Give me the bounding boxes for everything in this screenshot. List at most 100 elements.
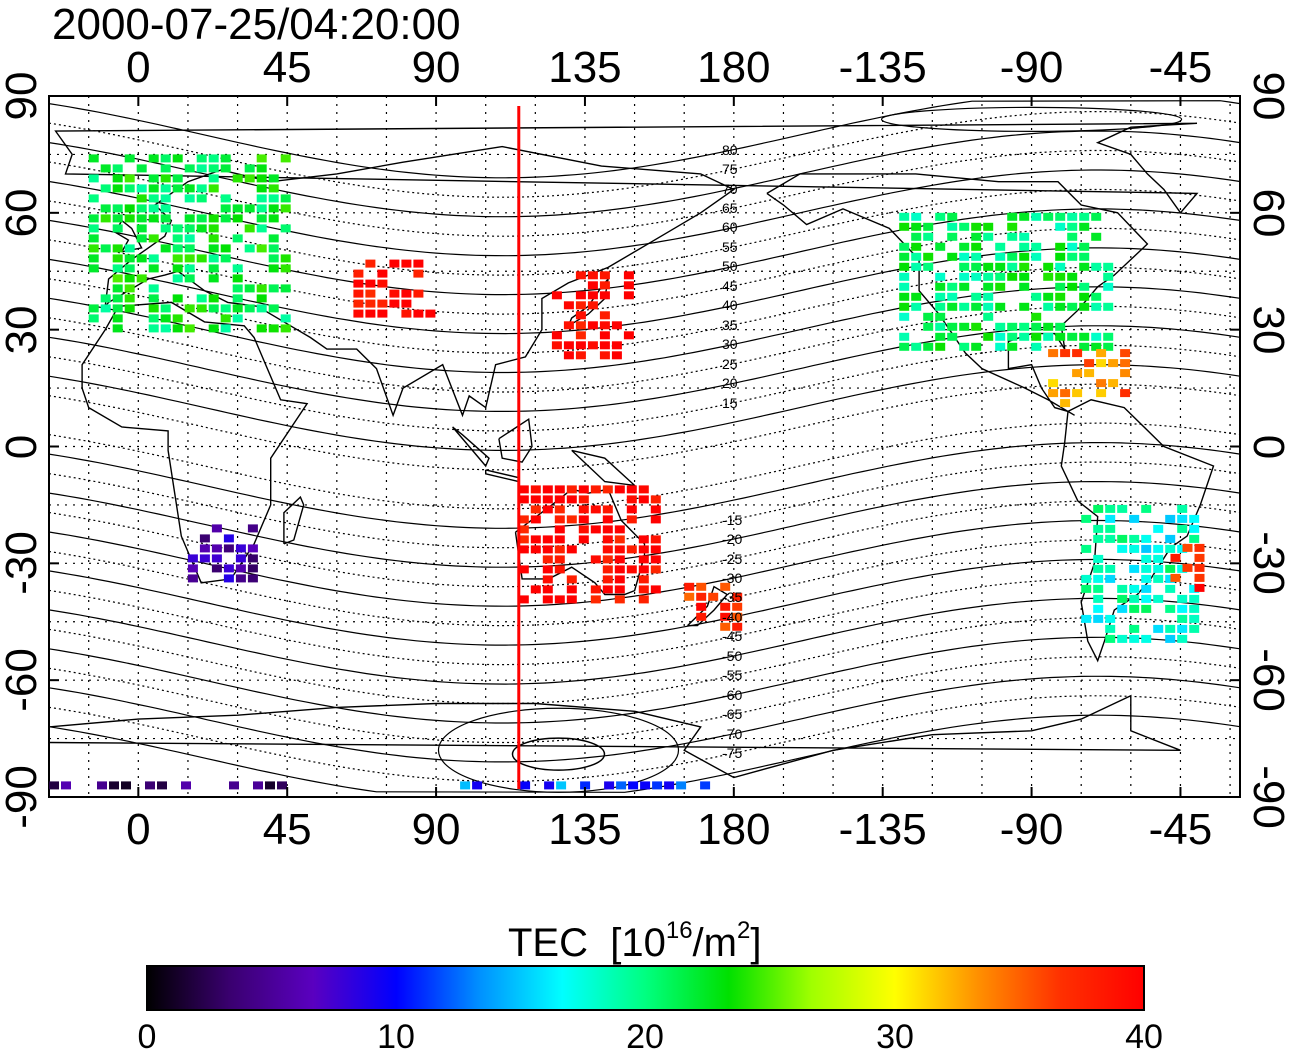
tec-cell	[1031, 212, 1042, 221]
tec-cell	[1108, 379, 1119, 388]
tec-cell	[626, 485, 637, 494]
contour-label: 75	[722, 161, 738, 178]
tec-cell	[575, 351, 586, 360]
tec-cell	[696, 582, 707, 591]
tec-cell	[959, 252, 970, 261]
magnetic-contour	[48, 227, 1241, 315]
tec-cell	[124, 294, 135, 303]
tec-cell	[112, 164, 123, 173]
tec-cell	[614, 485, 625, 494]
tec-cell	[995, 252, 1006, 261]
tec-cell	[1096, 379, 1107, 388]
tec-cell	[148, 154, 159, 163]
tec-cell	[1177, 604, 1188, 613]
tec-cell	[1103, 272, 1114, 281]
magnetic-pole-south	[511, 737, 606, 771]
tec-cell	[136, 204, 147, 213]
contour-label: 35	[722, 316, 738, 333]
tec-cell	[208, 224, 219, 233]
tec-cell	[554, 515, 565, 524]
tec-cell	[971, 342, 982, 351]
tec-cell	[563, 351, 574, 360]
tec-cell	[1091, 292, 1102, 301]
tec-cell	[599, 331, 610, 340]
contour-label: -55	[722, 667, 743, 684]
tec-cell	[566, 585, 577, 594]
x-tick-bottom-label: 180	[697, 805, 771, 854]
tec-cell	[1060, 399, 1071, 408]
tec-cell	[650, 565, 661, 574]
magnetic-contour-south	[437, 707, 680, 793]
tec-cell	[268, 264, 279, 273]
tec-cell	[638, 595, 649, 604]
tec-cell	[1129, 634, 1140, 643]
tec-cell	[232, 174, 243, 183]
tec-cell	[638, 495, 649, 504]
coastline	[498, 417, 533, 463]
tec-cell	[256, 324, 267, 333]
tec-cell	[638, 555, 649, 564]
tec-cell	[235, 574, 246, 583]
tec-cell	[136, 274, 147, 283]
tec-cell	[124, 254, 135, 263]
tec-cell	[1007, 332, 1018, 341]
tec-cell	[160, 214, 171, 223]
tec-cell	[124, 204, 135, 213]
tec-cell	[268, 234, 279, 243]
magnetic-contour	[48, 539, 1241, 627]
x-tick-top-label: 135	[548, 43, 622, 92]
tec-cell	[590, 485, 601, 494]
magnetic-contour	[48, 364, 1241, 451]
tec-cell	[223, 534, 234, 543]
tec-cell	[578, 515, 589, 524]
tec-cell	[1093, 504, 1104, 513]
contour-label: 60	[722, 219, 738, 236]
tec-cell	[256, 174, 267, 183]
tec-cell	[590, 595, 601, 604]
tec-cell	[1060, 389, 1071, 398]
tec-cell	[136, 254, 147, 263]
tec-cell	[1019, 322, 1030, 331]
tec-cell	[157, 781, 167, 790]
magnetic-contour	[48, 656, 1241, 744]
tec-cell	[232, 234, 243, 243]
tec-cell	[199, 534, 210, 543]
map-title: 2000-07-25/04:20:00	[52, 0, 461, 49]
tec-cell	[136, 194, 147, 203]
tec-cell	[256, 194, 267, 203]
tec-cell	[720, 582, 731, 591]
tec-cell	[575, 321, 586, 330]
tec-cell	[181, 781, 191, 790]
tec-cell	[947, 322, 958, 331]
tec-cell	[1153, 524, 1164, 533]
tec-cell	[1105, 534, 1116, 543]
tec-cell	[112, 214, 123, 223]
tec-cell	[650, 545, 661, 554]
x-tick-bottom-label: 45	[262, 805, 312, 854]
tec-cell	[1007, 222, 1018, 231]
tec-cell	[1067, 332, 1078, 341]
tec-cell	[353, 309, 364, 318]
tec-cell	[1055, 262, 1066, 271]
tec-cell	[611, 341, 622, 350]
tec-cell	[401, 309, 412, 318]
tec-cell	[1093, 584, 1104, 593]
tec-cell	[184, 184, 195, 193]
tec-cell	[220, 254, 231, 263]
tec-cell	[196, 194, 207, 203]
colorbar-label-exp: 16	[665, 917, 693, 944]
tec-cell	[518, 545, 529, 554]
tec-cell	[160, 244, 171, 253]
tec-cell	[1060, 349, 1071, 358]
tec-cell	[232, 214, 243, 223]
tec-cell	[100, 244, 111, 253]
tec-cell	[1055, 302, 1066, 311]
tec-cell	[232, 294, 243, 303]
tec-cell	[208, 294, 219, 303]
magnetic-contour	[48, 305, 1241, 393]
tec-cell	[1105, 574, 1116, 583]
tec-cell	[1072, 369, 1083, 378]
magnetic-contour	[48, 558, 1241, 646]
x-tick-bottom-label: -45	[1148, 805, 1213, 854]
contour-label: 20	[722, 375, 738, 392]
